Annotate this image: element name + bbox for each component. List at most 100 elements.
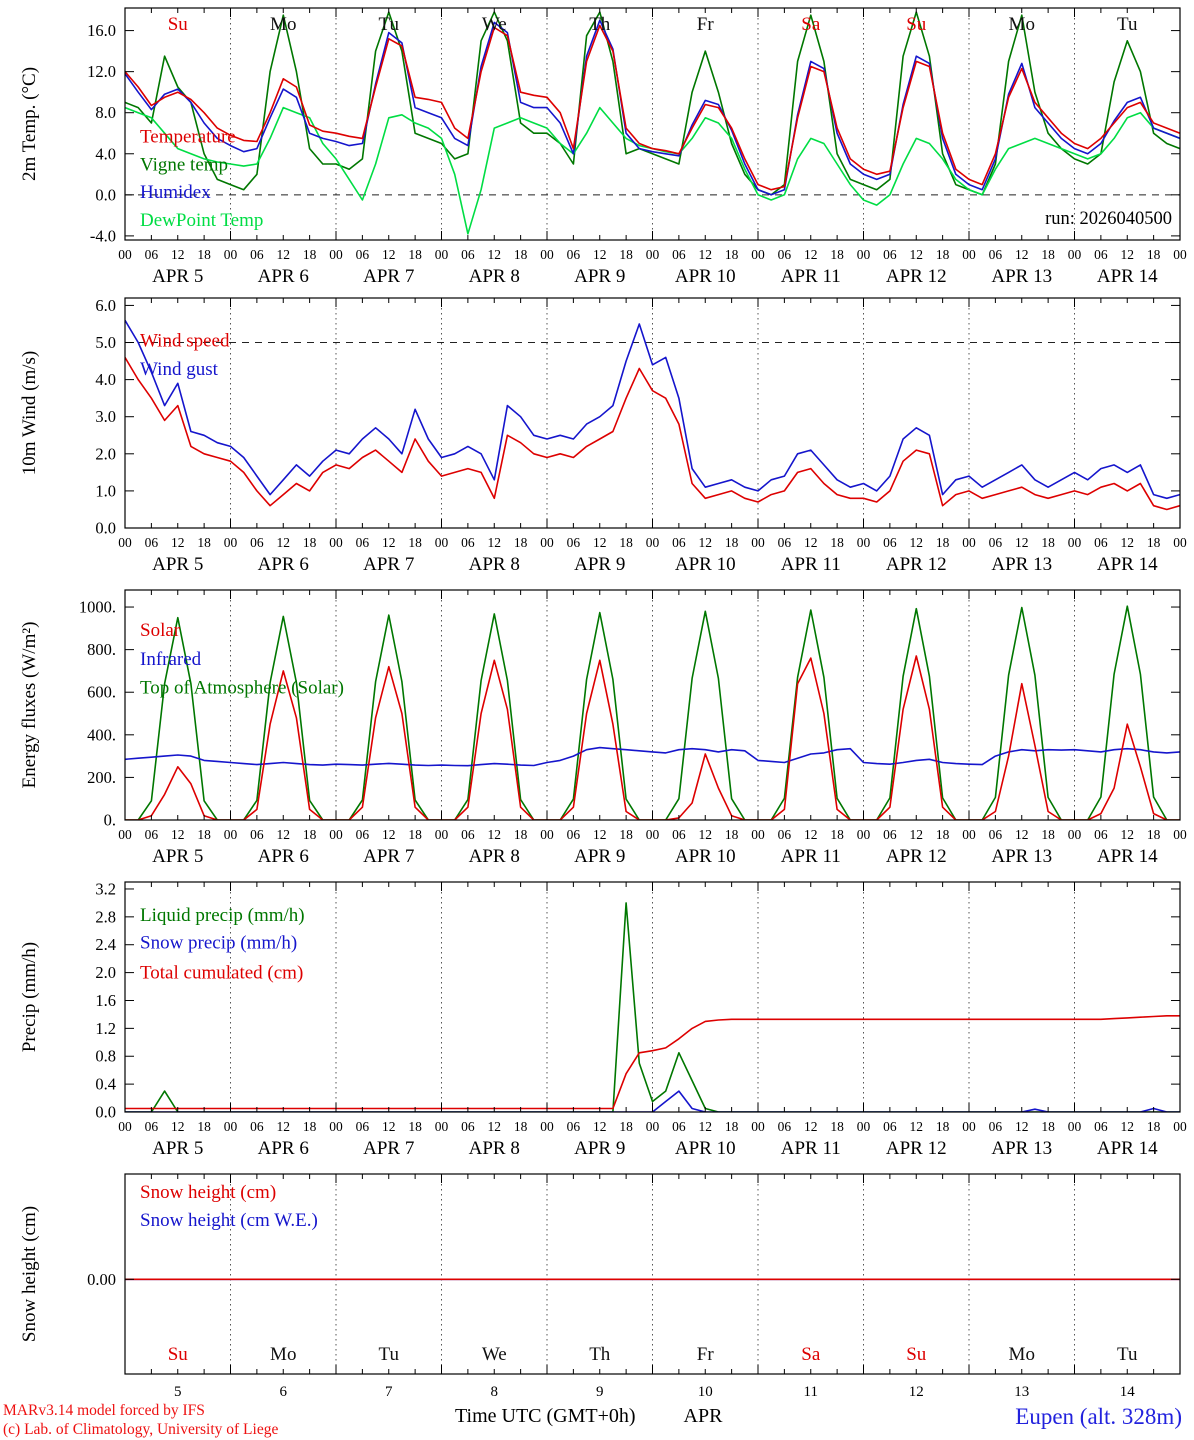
svg-text:18: 18 (1147, 1119, 1161, 1134)
svg-text:Th: Th (589, 14, 611, 35)
svg-text:00: 00 (1173, 1119, 1187, 1134)
svg-text:2.0: 2.0 (95, 963, 116, 982)
svg-text:00: 00 (1068, 247, 1082, 262)
svg-text:12: 12 (910, 1119, 924, 1134)
svg-text:06: 06 (145, 247, 159, 262)
svg-text:APR 10: APR 10 (675, 554, 736, 575)
svg-text:06: 06 (883, 535, 897, 550)
svg-text:12: 12 (1015, 535, 1029, 550)
svg-text:APR 5: APR 5 (152, 266, 203, 287)
svg-text:18: 18 (1147, 247, 1161, 262)
svg-text:12: 12 (171, 535, 185, 550)
svg-text:18: 18 (936, 535, 950, 550)
svg-text:We: We (482, 14, 507, 35)
svg-text:12: 12 (910, 535, 924, 550)
svg-text:200.: 200. (87, 768, 116, 787)
svg-text:12: 12 (171, 827, 185, 842)
svg-text:Total cumulated (cm): Total cumulated (cm) (140, 963, 303, 984)
svg-text:0.8: 0.8 (95, 1047, 116, 1066)
svg-text:3.0: 3.0 (95, 407, 116, 426)
svg-text:Solar: Solar (140, 620, 181, 641)
svg-text:12: 12 (593, 247, 607, 262)
svg-text:APR 14: APR 14 (1097, 1138, 1158, 1159)
y-axis-title-temperature: 2m Temp. (°C) (19, 66, 40, 182)
svg-text:18: 18 (197, 827, 211, 842)
svg-text:8: 8 (491, 1384, 499, 1400)
svg-text:12: 12 (909, 1384, 924, 1400)
svg-text:12: 12 (277, 247, 291, 262)
svg-text:00: 00 (224, 1119, 238, 1134)
svg-text:18: 18 (303, 1119, 317, 1134)
x-axis-month-label: APR (683, 1405, 723, 1427)
svg-text:0.: 0. (104, 811, 116, 830)
svg-text:00: 00 (435, 827, 449, 842)
svg-text:Top of Atmosphere (Solar): Top of Atmosphere (Solar) (140, 678, 344, 699)
svg-text:Sa: Sa (801, 14, 821, 35)
svg-text:00: 00 (224, 535, 238, 550)
svg-text:06: 06 (461, 535, 475, 550)
svg-text:00: 00 (751, 247, 765, 262)
svg-text:18: 18 (514, 1119, 528, 1134)
svg-text:APR 7: APR 7 (363, 266, 414, 287)
svg-text:06: 06 (1094, 535, 1108, 550)
svg-text:00: 00 (857, 1119, 871, 1134)
svg-text:06: 06 (567, 535, 581, 550)
svg-text:18: 18 (408, 247, 422, 262)
svg-text:800.: 800. (87, 640, 116, 659)
svg-text:2.0: 2.0 (95, 444, 116, 463)
svg-text:APR 7: APR 7 (363, 1138, 414, 1159)
precip-chart: 00 06 12 18 00 06 12 18 00 06 12 18 00 06 12 18 00 06 12 18… (95, 879, 1187, 1159)
svg-text:APR 12: APR 12 (886, 266, 947, 287)
svg-text:APR 13: APR 13 (991, 266, 1052, 287)
svg-text:APR 13: APR 13 (991, 1138, 1052, 1159)
svg-text:Tu: Tu (379, 14, 400, 35)
svg-text:00: 00 (329, 535, 343, 550)
svg-text:18: 18 (514, 535, 528, 550)
svg-text:00: 00 (857, 247, 871, 262)
svg-text:06: 06 (461, 1119, 475, 1134)
svg-text:12: 12 (277, 535, 291, 550)
svg-text:7: 7 (385, 1384, 393, 1400)
svg-text:APR 8: APR 8 (469, 266, 520, 287)
svg-text:06: 06 (356, 247, 370, 262)
svg-text:12: 12 (382, 247, 396, 262)
svg-text:APR 13: APR 13 (991, 846, 1052, 867)
svg-text:APR 8: APR 8 (469, 846, 520, 867)
svg-text:12: 12 (1121, 827, 1135, 842)
svg-text:18: 18 (830, 247, 844, 262)
svg-text:11: 11 (804, 1384, 818, 1400)
svg-text:12: 12 (593, 827, 607, 842)
svg-text:00: 00 (962, 247, 976, 262)
svg-text:APR 6: APR 6 (258, 846, 309, 867)
svg-text:Vigne temp: Vigne temp (140, 154, 228, 175)
svg-text:12: 12 (699, 827, 713, 842)
svg-text:12: 12 (277, 827, 291, 842)
svg-text:Temperature: Temperature (140, 127, 236, 148)
svg-text:00: 00 (118, 247, 132, 262)
svg-text:Su: Su (168, 14, 189, 35)
svg-text:12: 12 (699, 247, 713, 262)
svg-text:00: 00 (962, 535, 976, 550)
svg-text:06: 06 (883, 827, 897, 842)
svg-text:12: 12 (382, 1119, 396, 1134)
svg-text:APR 14: APR 14 (1097, 266, 1158, 287)
svg-text:APR 5: APR 5 (152, 1138, 203, 1159)
svg-text:06: 06 (250, 247, 264, 262)
svg-text:06: 06 (567, 827, 581, 842)
svg-text:APR 10: APR 10 (675, 266, 736, 287)
svg-text:06: 06 (567, 247, 581, 262)
svg-text:12: 12 (804, 247, 818, 262)
svg-text:00: 00 (540, 1119, 554, 1134)
svg-text:06: 06 (989, 1119, 1003, 1134)
svg-text:Liquid precip (mm/h): Liquid precip (mm/h) (140, 905, 305, 926)
svg-text:00: 00 (224, 247, 238, 262)
svg-text:12: 12 (804, 827, 818, 842)
svg-text:18: 18 (303, 535, 317, 550)
svg-text:Mo: Mo (270, 1344, 296, 1365)
svg-text:18: 18 (830, 535, 844, 550)
svg-text:1.0: 1.0 (95, 481, 116, 500)
svg-text:00: 00 (1068, 827, 1082, 842)
svg-text:06: 06 (883, 247, 897, 262)
svg-text:18: 18 (619, 827, 633, 842)
svg-text:We: We (482, 1344, 507, 1365)
